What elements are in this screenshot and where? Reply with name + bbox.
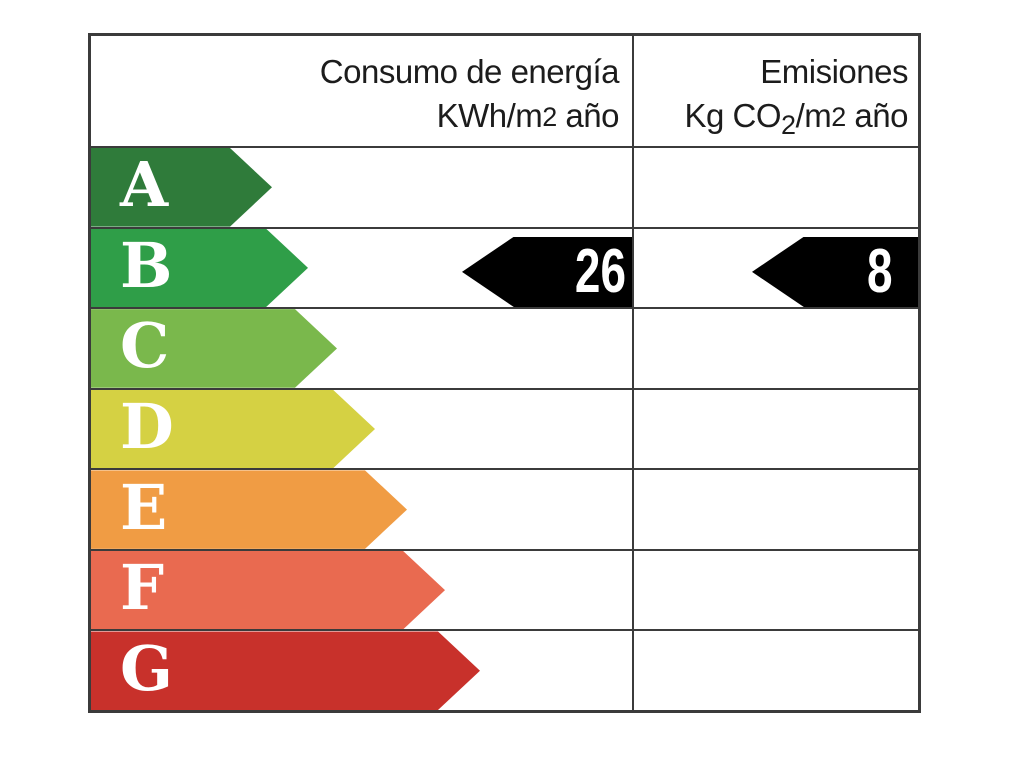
consumo-header-units: KWh/m2 año	[91, 94, 620, 139]
rating-rows: A B 26 8 C D	[91, 148, 918, 710]
rating-row-c: C	[91, 307, 918, 388]
rating-row-d: D	[91, 387, 918, 469]
consumo-units-exponent: 2	[542, 102, 557, 132]
emisiones-units-suffix: año	[845, 97, 908, 134]
rating-letter-g: G	[120, 631, 173, 705]
consumo-units-prefix: KWh/m	[436, 97, 543, 134]
rating-arrow-g: G	[91, 631, 480, 710]
consumo-value: 26	[574, 236, 626, 306]
emisiones-header-title: Emisiones	[760, 53, 908, 90]
rating-arrow-d: D	[91, 390, 375, 469]
table-header: Consumo de energía KWh/m2 año Emisiones …	[91, 36, 918, 148]
emisiones-units-prefix: Kg CO	[684, 97, 782, 134]
rating-letter-c: C	[120, 309, 170, 383]
rating-letter-e: E	[120, 470, 168, 544]
consumo-header-cell: Consumo de energía KWh/m2 año	[91, 36, 632, 146]
rating-arrow-f: F	[91, 551, 445, 630]
consumo-value-arrow: 26	[462, 236, 632, 308]
emisiones-units-mid: /m	[795, 97, 832, 134]
rating-letter-b: B	[120, 228, 173, 302]
rating-arrow-a: A	[91, 148, 272, 227]
emisiones-units-subscript: 2	[781, 110, 796, 140]
rating-letter-d: D	[120, 390, 174, 464]
rating-row-g: G	[91, 629, 918, 710]
rating-letter-f: F	[120, 551, 165, 625]
rating-row-a: A	[91, 148, 918, 227]
rating-row-b: B 26 8	[91, 226, 918, 308]
rating-letter-a: A	[120, 148, 169, 222]
rating-row-f: F	[91, 548, 918, 630]
rating-arrow-b: B	[91, 229, 308, 308]
emisiones-value-arrow: 8	[752, 236, 918, 308]
emisiones-units-exponent: 2	[831, 102, 846, 132]
emisiones-value: 8	[866, 236, 892, 306]
rating-arrow-e: E	[91, 470, 407, 549]
rating-row-e: E	[91, 468, 918, 549]
emisiones-header-cell: Emisiones Kg CO2/m2 año	[632, 36, 918, 146]
column-divider	[632, 36, 634, 710]
consumo-header-title: Consumo de energía	[319, 53, 620, 90]
emisiones-header-units: Kg CO2/m2 año	[632, 94, 908, 147]
consumo-units-suffix: año	[556, 97, 619, 134]
rating-arrow-c: C	[91, 309, 337, 388]
rating-table: Consumo de energía KWh/m2 año Emisiones …	[88, 33, 921, 713]
